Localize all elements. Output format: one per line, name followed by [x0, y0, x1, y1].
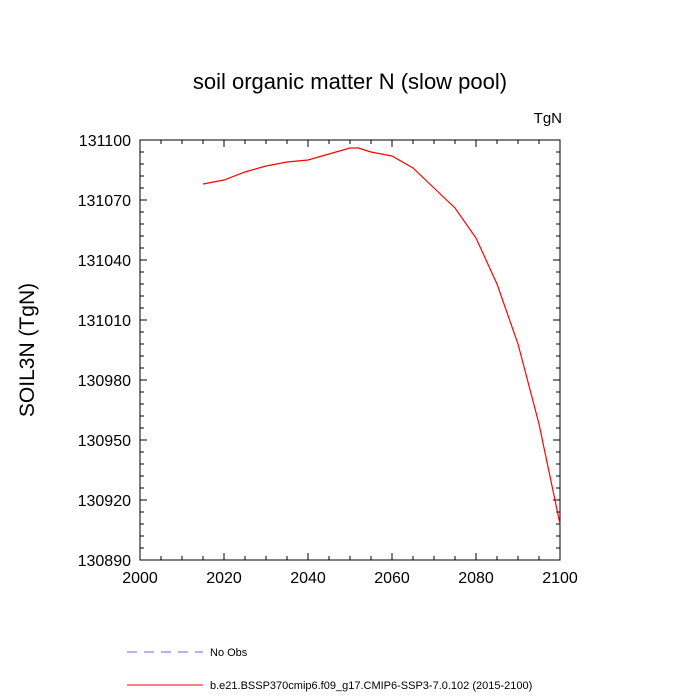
y-tick-label: 131010	[78, 313, 131, 330]
x-tick-label: 2040	[290, 570, 326, 587]
units-label: TgN	[534, 110, 562, 127]
x-tick-label: 2080	[458, 570, 494, 587]
legend: No Obs b.e21.BSSP370cmip6.f09_g17.CMIP6-S…	[127, 647, 532, 692]
y-tick-label: 130890	[78, 553, 131, 570]
legend-label: No Obs	[210, 647, 248, 659]
data-lines	[202, 147, 561, 525]
x-tick-label: 2020	[206, 570, 242, 587]
axis-ticks: 2000 2020 2040 2060 2080 2100 130890 130920 1309…	[78, 133, 578, 587]
y-tick-label: 130950	[78, 433, 131, 450]
y-tick-label: 131070	[78, 193, 131, 210]
y-tick-label: 131100	[79, 133, 131, 150]
y-tick-label: 130980	[78, 373, 131, 390]
x-tick-label: 2060	[374, 570, 410, 587]
y-tick-label: 131040	[78, 253, 131, 270]
x-tick-label: 2000	[122, 570, 158, 587]
plot-frame	[139, 139, 561, 561]
series-line	[202, 147, 561, 525]
x-tick-label: 2100	[542, 570, 578, 587]
y-axis-label: SOIL3N (TgN)	[16, 283, 39, 417]
y-tick-label: 130920	[78, 493, 131, 510]
chart-title: soil organic matter N (slow pool)	[193, 69, 507, 94]
legend-label: b.e21.BSSP370cmip6.f09_g17.CMIP6-SSP3-7.…	[210, 680, 532, 692]
